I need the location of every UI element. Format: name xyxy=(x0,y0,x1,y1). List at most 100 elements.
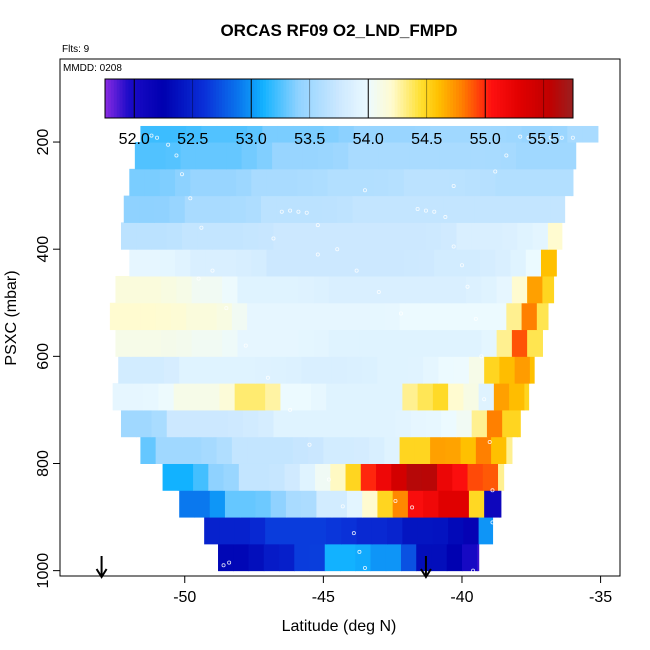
flight-point xyxy=(296,209,301,214)
heatmap-cell xyxy=(181,222,198,250)
colorbar-swatch xyxy=(274,79,279,118)
heatmap-cell xyxy=(333,142,349,170)
heatmap-cell xyxy=(327,168,344,197)
heatmap-cell xyxy=(240,356,257,384)
heatmap-cell xyxy=(140,302,157,331)
heatmap-cell xyxy=(255,356,272,384)
colorbar-swatch xyxy=(128,79,132,118)
heatmap-cell xyxy=(209,356,226,384)
heatmap-cell xyxy=(331,490,348,518)
heatmap-cell xyxy=(288,409,305,438)
heatmap-cell xyxy=(277,125,294,143)
colorbar-swatch xyxy=(298,79,302,118)
heatmap-cell xyxy=(240,490,257,518)
heatmap-cell xyxy=(298,329,315,357)
colorbar-swatch xyxy=(415,79,419,118)
heatmap-cell xyxy=(435,275,452,304)
heatmap-cell xyxy=(466,275,482,304)
heatmap-cell xyxy=(251,249,268,277)
heatmap-cell xyxy=(407,356,424,384)
heatmap-cell xyxy=(237,275,254,304)
heatmap-cell xyxy=(460,125,477,143)
heatmap-cell xyxy=(170,436,187,464)
heatmap-cell xyxy=(309,543,326,572)
heatmap-cell xyxy=(471,222,488,250)
heatmap-cell xyxy=(227,409,244,438)
heatmap-cell xyxy=(342,168,359,197)
heatmap-cell xyxy=(430,125,446,143)
heatmap-cell xyxy=(260,195,277,223)
flight-point xyxy=(473,316,478,321)
heatmap-cell xyxy=(425,222,442,250)
heatmap-cell xyxy=(148,356,165,384)
heatmap-cell xyxy=(510,168,527,197)
heatmap-cell xyxy=(342,249,359,277)
colorbar-swatch xyxy=(105,79,109,118)
colorbar-swatch xyxy=(494,79,498,118)
down-arrow-marker xyxy=(420,556,432,579)
colorbar-swatch xyxy=(344,79,349,118)
heatmap-cell xyxy=(326,517,342,545)
heatmap-cell xyxy=(254,463,270,491)
colorbar-swatch xyxy=(537,79,542,118)
heatmap-cell xyxy=(402,383,419,411)
heatmap-cell xyxy=(370,543,387,572)
heatmap-cell xyxy=(230,195,247,223)
colorbar-swatch xyxy=(502,79,507,118)
heatmap-cell xyxy=(481,329,498,357)
heatmap-cell xyxy=(434,249,451,277)
heatmap-cell xyxy=(125,302,141,331)
heatmap-cell xyxy=(312,168,329,197)
colorbar-swatch xyxy=(570,79,574,118)
colorbar-swatch xyxy=(385,79,390,118)
heatmap-cell xyxy=(175,249,191,277)
heatmap-cell xyxy=(403,168,420,197)
heatmap-cell xyxy=(349,409,366,438)
heatmap-cell xyxy=(420,275,437,304)
heatmap-cell xyxy=(294,543,311,572)
heatmap-cell xyxy=(398,195,415,223)
heatmap-cell xyxy=(506,302,523,331)
heatmap-cell xyxy=(258,222,275,250)
colorbar-swatch xyxy=(540,79,545,118)
heatmap-cell xyxy=(459,195,476,223)
colorbar-swatch xyxy=(564,79,568,118)
heatmap-cell xyxy=(432,383,449,411)
heatmap-cell xyxy=(163,356,180,384)
colorbar-swatch xyxy=(526,79,530,118)
colorbar-swatch xyxy=(379,79,384,118)
heatmap-cell xyxy=(414,436,431,464)
colorbar-swatch xyxy=(476,79,480,118)
heatmap-cell xyxy=(567,125,584,143)
heatmap-cell xyxy=(248,543,265,572)
heatmap-cell xyxy=(231,302,248,331)
heatmap-cell xyxy=(140,436,157,464)
heatmap-cell xyxy=(159,168,176,197)
heatmap-cell xyxy=(527,275,543,304)
heatmap-cell xyxy=(123,195,140,223)
colorbar-swatch xyxy=(181,79,185,118)
heatmap-cell xyxy=(348,142,365,170)
heatmap-cell xyxy=(247,302,263,331)
flight-point xyxy=(393,498,398,503)
colorbar-swatch xyxy=(362,79,366,118)
colorbar-swatch xyxy=(216,79,220,118)
heatmap-cell xyxy=(295,383,312,411)
heatmap-cell xyxy=(155,302,172,331)
flight-point xyxy=(493,169,498,174)
heatmap-cell xyxy=(208,463,225,491)
flight-point xyxy=(210,268,215,273)
heatmap-cell xyxy=(308,302,324,331)
heatmap-cell xyxy=(344,275,361,304)
heatmap-cell xyxy=(419,249,435,277)
heatmap-cell xyxy=(216,436,233,464)
colorbar-swatch xyxy=(151,79,156,118)
flight-point xyxy=(471,568,476,573)
colorbar-swatch xyxy=(222,79,226,118)
heatmap-cell xyxy=(323,436,340,464)
heatmap-cell xyxy=(491,125,507,143)
heatmap-cell xyxy=(204,517,221,545)
heatmap-cell xyxy=(247,436,263,464)
heatmap-cell xyxy=(270,490,287,518)
heatmap-cell xyxy=(493,383,510,411)
